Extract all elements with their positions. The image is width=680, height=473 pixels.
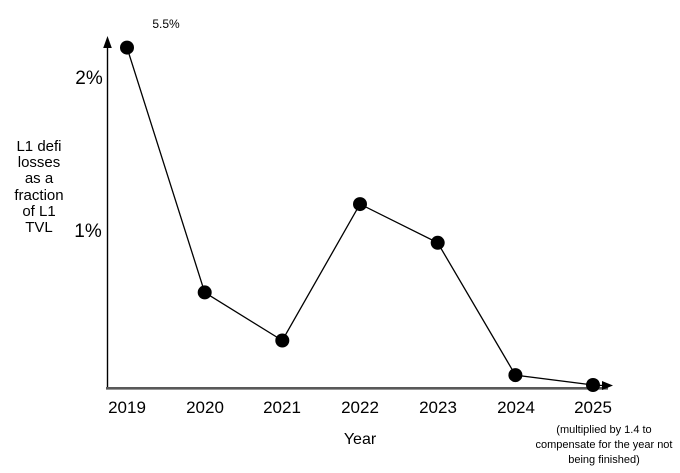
footnote-line: (multiplied by 1.4 to — [556, 424, 652, 436]
y-axis-title-line: of L1 — [22, 202, 56, 220]
data-point-2024 — [508, 368, 523, 383]
x-tick-label-2022: 2022 — [341, 398, 379, 417]
y-axis-title-line: L1 defi — [16, 138, 62, 155]
data-point-2023 — [430, 235, 445, 250]
footnote-2025: (multiplied by 1.4 to compensate for the… — [519, 423, 680, 468]
x-tick-label-2021: 2021 — [263, 398, 301, 417]
x-tick-label-2023: 2023 — [419, 398, 457, 417]
y-axis-title-line: TVL — [25, 219, 53, 237]
data-series — [120, 40, 600, 392]
x-tick-label-2024: 2024 — [497, 398, 535, 417]
footnote-line: compensate for the year not — [535, 439, 673, 451]
x-axis-title: Year — [343, 431, 377, 448]
y-tick-label-1pct: 1% — [74, 221, 102, 242]
data-point-2021 — [275, 333, 290, 348]
y-axis-title-line: as a — [24, 170, 54, 188]
data-point-2020 — [197, 285, 212, 300]
annotation-5-5pct: 5.5% — [152, 17, 180, 31]
y-axis-title-line: losses — [17, 154, 61, 172]
x-tick-label-2019: 2019 — [108, 398, 146, 417]
x-tick-label-2025: 2025 — [574, 398, 612, 417]
x-tick-label-2020: 2020 — [186, 398, 224, 417]
y-axis-title-line: fraction — [14, 186, 64, 204]
data-polyline — [126, 47, 594, 386]
footnote-line: being finished) — [568, 454, 640, 466]
data-point-2025 — [586, 378, 600, 392]
y-axis-title: L1 defi losses as a fraction of L1 TVL — [0, 138, 94, 237]
y-axis-arrowhead-icon — [103, 36, 112, 48]
x-axis-arrowhead-icon — [602, 381, 613, 390]
data-point-2019 — [120, 40, 134, 55]
y-tick-label-2pct: 2% — [75, 68, 103, 89]
data-point-2022 — [353, 197, 367, 212]
